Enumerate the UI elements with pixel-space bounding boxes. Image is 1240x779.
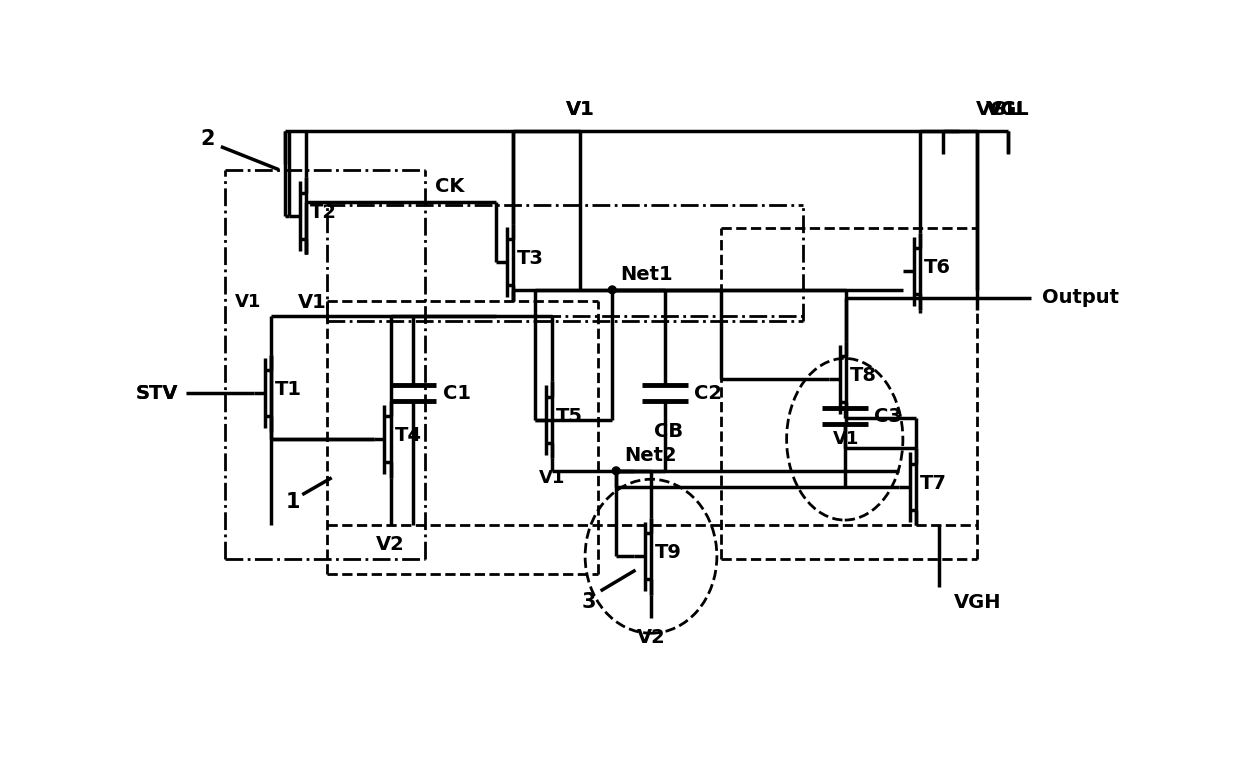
Text: T4: T4: [394, 426, 422, 445]
Text: T8: T8: [851, 366, 877, 385]
Text: STV: STV: [135, 383, 179, 403]
Circle shape: [609, 286, 616, 294]
Text: V1: V1: [234, 293, 262, 311]
Text: CB: CB: [655, 422, 683, 441]
Text: T7: T7: [920, 474, 947, 492]
Text: V1: V1: [833, 430, 859, 448]
Text: V1: V1: [538, 469, 565, 487]
Text: Output: Output: [1043, 288, 1120, 307]
Text: Net2: Net2: [624, 446, 677, 465]
Text: VGL: VGL: [986, 100, 1029, 119]
Text: VGL: VGL: [976, 100, 1019, 119]
Text: T2: T2: [310, 203, 337, 221]
Text: V1: V1: [567, 100, 595, 119]
Text: T9: T9: [655, 543, 682, 562]
Text: V1: V1: [299, 293, 327, 312]
Circle shape: [613, 467, 620, 474]
Text: Net1: Net1: [620, 265, 672, 284]
Text: T6: T6: [924, 258, 951, 277]
Text: C1: C1: [443, 383, 470, 403]
Text: V2: V2: [376, 535, 405, 554]
Text: 2: 2: [201, 129, 215, 149]
Text: CK: CK: [435, 177, 464, 196]
Text: T5: T5: [556, 407, 583, 425]
Text: VGH: VGH: [955, 593, 1002, 612]
Text: 1: 1: [285, 492, 300, 513]
Text: VGL: VGL: [987, 100, 1028, 118]
Text: V2: V2: [636, 628, 666, 647]
Text: T1: T1: [275, 379, 303, 399]
Text: 3: 3: [582, 593, 596, 612]
Text: STV: STV: [135, 383, 179, 403]
Text: T3: T3: [517, 249, 544, 268]
Text: C3: C3: [874, 407, 901, 425]
Text: V1: V1: [567, 100, 595, 119]
Text: C2: C2: [694, 383, 723, 403]
